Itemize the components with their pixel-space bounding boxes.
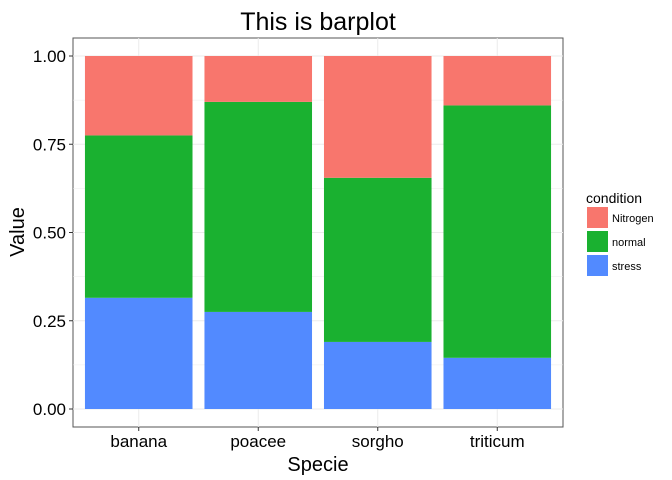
legend-items: Nitrogen normal stress [587, 207, 654, 276]
x-tick-label: poacee [230, 432, 286, 451]
x-tick-label: banana [110, 432, 167, 451]
legend-label-stress: stress [612, 261, 642, 273]
bar-stress-triticum [443, 357, 552, 409]
bar-stress-poacee [204, 311, 313, 409]
bars [84, 56, 552, 409]
bar-nitrogen-banana [84, 56, 193, 136]
y-tick-label: 1.00 [33, 47, 66, 66]
y-tick-label: 0.25 [33, 312, 66, 331]
legend-label-nitrogen: Nitrogen [612, 213, 654, 225]
legend-title: condition [586, 190, 642, 206]
legend-swatch-normal [587, 231, 608, 252]
x-tick-label: sorgho [352, 432, 404, 451]
x-tick-label: triticum [470, 432, 525, 451]
y-tick-label: 0.75 [33, 135, 66, 154]
y-tick-label: 0.50 [33, 224, 66, 243]
bar-nitrogen-poacee [204, 56, 313, 102]
bar-nitrogen-triticum [443, 56, 552, 106]
bar-normal-banana [84, 135, 193, 298]
chart-title: This is barplot [240, 8, 396, 36]
bar-normal-triticum [443, 105, 552, 358]
legend-swatch-stress [587, 255, 608, 276]
y-axis-title: Value [7, 207, 29, 257]
bar-stress-sorgho [323, 341, 432, 409]
y-axis: 0.00 0.25 0.50 0.75 1.00 [33, 47, 73, 419]
legend: condition Nitrogen normal stress [586, 190, 654, 276]
y-tick-label: 0.00 [33, 400, 66, 419]
x-axis: banana poacee sorgho triticum [110, 427, 525, 451]
bar-normal-sorgho [323, 177, 432, 342]
bar-nitrogen-sorgho [323, 56, 432, 178]
legend-swatch-nitrogen [587, 207, 608, 228]
bar-stress-banana [84, 297, 193, 409]
bar-normal-poacee [204, 101, 313, 312]
x-axis-title: Specie [287, 454, 348, 476]
legend-label-normal: normal [612, 237, 646, 249]
